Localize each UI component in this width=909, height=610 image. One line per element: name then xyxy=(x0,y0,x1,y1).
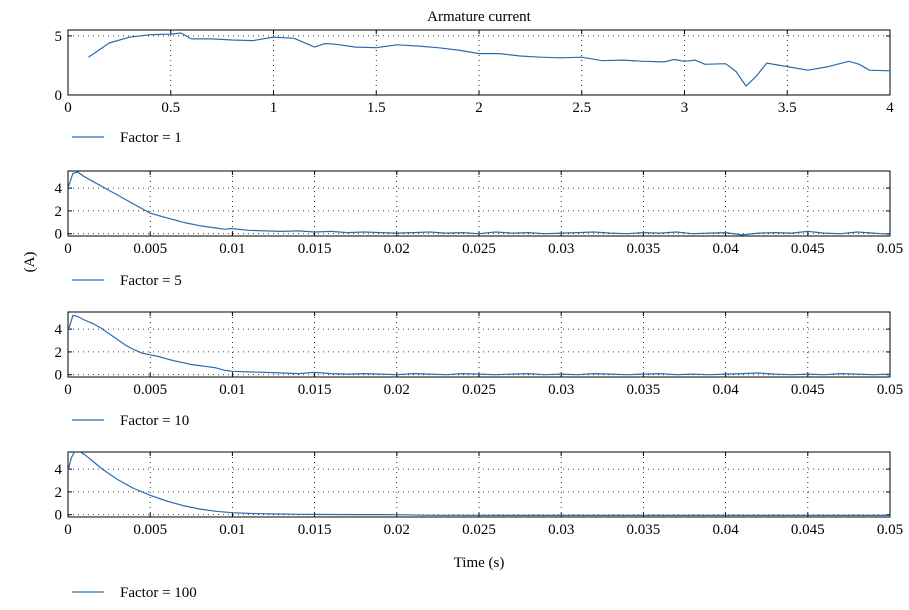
x-tick-label: 3 xyxy=(681,100,689,116)
x-tick-label: 4 xyxy=(886,100,894,116)
x-tick-label: 0.05 xyxy=(877,241,903,257)
x-tick-label: 0.05 xyxy=(877,382,903,398)
x-tick-label: 0 xyxy=(64,522,72,538)
legend: Factor = 100 xyxy=(72,585,197,601)
x-tick-label: 0.045 xyxy=(791,241,825,257)
y-tick-label: 2 xyxy=(55,204,63,220)
series-line-factor-1 xyxy=(88,32,890,87)
x-tick-label: 0.015 xyxy=(298,241,332,257)
chart-panel-3: 0 0.005 0.01 0.015 0.02 0.025 0.03 0.035 0.04 0.0… xyxy=(55,311,903,429)
x-tick-label: 0.025 xyxy=(462,241,496,257)
x-tick-label: 0.01 xyxy=(219,382,245,398)
y-tick-label: 2 xyxy=(55,345,63,361)
y-tick-label: 0 xyxy=(55,227,63,243)
chart-panel-1: 0 0.5 1 1.5 2 2.5 3 3.5 4 0 5 Armature current Facto… xyxy=(55,9,895,146)
y-tick-label: 0 xyxy=(55,368,63,384)
y-tick-label: 4 xyxy=(55,462,63,478)
chart-title: Armature current xyxy=(427,9,532,25)
series-line-factor-3 xyxy=(68,314,890,376)
x-tick-label: 0 xyxy=(64,382,72,398)
legend: Factor = 1 xyxy=(72,130,182,146)
series-line-factor-4 xyxy=(68,452,890,517)
x-tick-label: 0.035 xyxy=(627,382,661,398)
x-tick-label: 1.5 xyxy=(367,100,386,116)
y-tick-label: 0 xyxy=(55,508,63,524)
x-tick-label: 0.025 xyxy=(462,522,496,538)
legend-entry: Factor = 1 xyxy=(120,130,182,146)
x-tick-label: 0.035 xyxy=(627,522,661,538)
x-tick-label: 0 xyxy=(64,100,72,116)
x-tick-label: 0.005 xyxy=(133,382,167,398)
x-tick-label: 0.04 xyxy=(712,241,739,257)
x-tick-label: 0.015 xyxy=(298,522,332,538)
x-tick-label: 0.045 xyxy=(791,522,825,538)
x-tick-label: 0.005 xyxy=(133,522,167,538)
x-tick-label: 0.04 xyxy=(712,382,739,398)
x-tick-label: 2.5 xyxy=(572,100,591,116)
chart-panel-2: 0 0.005 0.01 0.015 0.02 0.025 0.03 0.035 0.04 0.0… xyxy=(55,170,903,289)
chart-panel-4: 0 0.005 0.01 0.015 0.02 0.025 0.03 0.035 0.04 0.0… xyxy=(55,451,903,601)
x-tick-label: 3.5 xyxy=(778,100,797,116)
x-tick-label: 0.02 xyxy=(384,522,410,538)
x-tick-label: 2 xyxy=(475,100,483,116)
x-tick-label: 1 xyxy=(270,100,278,116)
y-tick-label: 0 xyxy=(55,88,63,104)
y-tick-label: 4 xyxy=(55,181,63,197)
x-tick-label: 0.045 xyxy=(791,382,825,398)
x-tick-label: 0.01 xyxy=(219,241,245,257)
x-tick-label: 0.02 xyxy=(384,241,410,257)
x-tick-label: 0.035 xyxy=(627,241,661,257)
x-tick-label: 0.025 xyxy=(462,382,496,398)
legend-entry: Factor = 100 xyxy=(120,585,197,601)
x-tick-label: 0.03 xyxy=(548,522,574,538)
y-tick-label: 4 xyxy=(55,322,63,338)
series-line-factor-2 xyxy=(68,171,890,236)
x-tick-label: 0.5 xyxy=(161,100,180,116)
y-tick-label: 5 xyxy=(55,29,63,45)
x-tick-label: 0.05 xyxy=(877,522,903,538)
x-axis-label: Time (s) xyxy=(454,555,505,571)
x-tick-label: 0.005 xyxy=(133,241,167,257)
legend-entry: Factor = 10 xyxy=(120,413,189,429)
x-tick-label: 0 xyxy=(64,241,72,257)
legend-entry: Factor = 5 xyxy=(120,273,182,289)
x-tick-label: 0.03 xyxy=(548,241,574,257)
y-axis-label: (A) xyxy=(22,252,38,273)
x-tick-label: 0.04 xyxy=(712,522,739,538)
x-tick-label: 0.03 xyxy=(548,382,574,398)
x-tick-label: 0.02 xyxy=(384,382,410,398)
legend: Factor = 10 xyxy=(72,413,189,429)
x-tick-label: 0.01 xyxy=(219,522,245,538)
legend: Factor = 5 xyxy=(72,273,182,289)
y-tick-label: 2 xyxy=(55,485,63,501)
x-tick-label: 0.015 xyxy=(298,382,332,398)
